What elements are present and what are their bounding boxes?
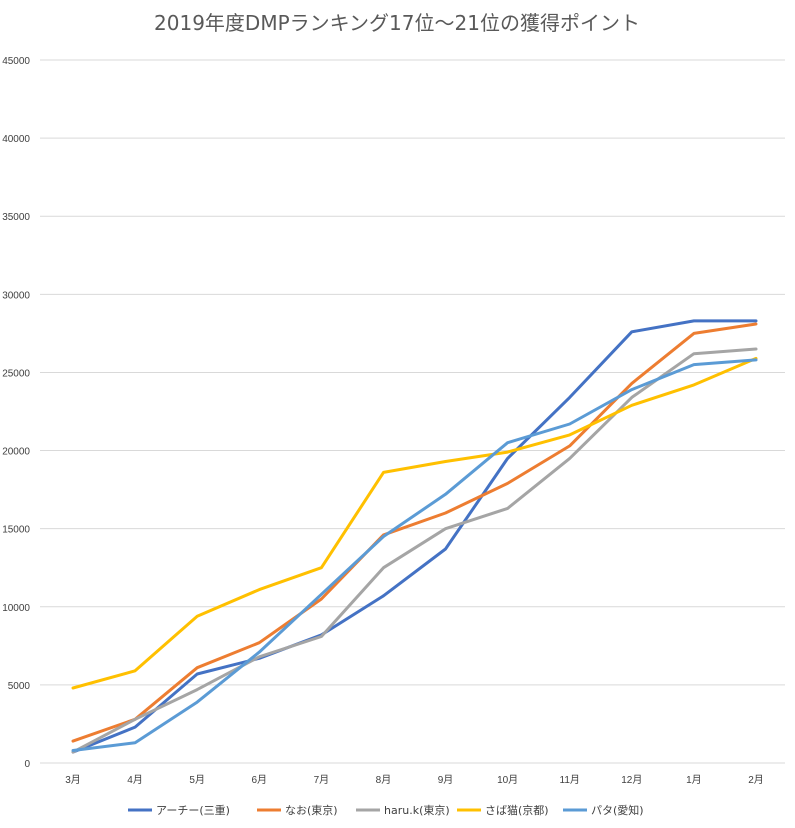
series-line-4 bbox=[71, 358, 758, 752]
chart-title: 2019年度DMPランキング17位〜21位の獲得ポイント bbox=[154, 11, 640, 35]
x-tick-label: 5月 bbox=[189, 774, 205, 786]
x-tick-label: 6月 bbox=[251, 774, 267, 786]
y-tick-label: 40000 bbox=[2, 134, 30, 145]
y-tick-label: 25000 bbox=[2, 368, 30, 379]
series-line-1 bbox=[71, 322, 758, 743]
x-axis-ticks: 3月 4月 5月 6月 7月 8月 9月 10月 11月 12月 1月 2月 bbox=[65, 774, 764, 786]
y-tick-label: 10000 bbox=[2, 603, 30, 614]
series-line-2 bbox=[71, 347, 758, 754]
y-tick-label: 5000 bbox=[8, 681, 31, 692]
x-tick-label: 1月 bbox=[686, 774, 702, 786]
y-tick-label: 35000 bbox=[2, 212, 30, 223]
legend-label-4: パタ(愛知) bbox=[591, 803, 644, 817]
x-tick-label: 10月 bbox=[497, 774, 518, 786]
x-tick-label: 2月 bbox=[748, 774, 764, 786]
y-tick-label: 0 bbox=[24, 759, 30, 770]
legend-label-3: さば猫(京都) bbox=[485, 803, 549, 817]
series-line-0 bbox=[71, 319, 758, 754]
x-tick-label: 9月 bbox=[438, 774, 454, 786]
x-tick-label: 12月 bbox=[621, 774, 642, 786]
x-tick-label: 3月 bbox=[65, 774, 81, 786]
x-tick-label: 11月 bbox=[560, 774, 580, 786]
y-tick-label: 15000 bbox=[2, 525, 30, 536]
y-tick-label: 20000 bbox=[2, 447, 30, 458]
series-line-3 bbox=[71, 356, 758, 690]
y-tick-label: 45000 bbox=[2, 56, 30, 67]
legend-label-0: アーチー(三重) bbox=[156, 803, 230, 817]
legend-label-1: なお(東京) bbox=[285, 803, 338, 817]
y-axis-ticks: 0 5000 10000 15000 20000 25000 30000 35000 40000… bbox=[2, 56, 30, 770]
gridlines bbox=[40, 59, 785, 764]
x-tick-label: 8月 bbox=[376, 774, 392, 786]
y-tick-label: 30000 bbox=[2, 290, 30, 301]
legend: アーチー(三重) なお(東京) haru.k(東京) さば猫(京都) パタ(愛知) bbox=[128, 803, 644, 817]
x-tick-label: 4月 bbox=[127, 774, 143, 786]
series-lines bbox=[71, 319, 758, 754]
legend-label-2: haru.k(東京) bbox=[384, 803, 450, 817]
x-tick-label: 7月 bbox=[314, 774, 330, 786]
